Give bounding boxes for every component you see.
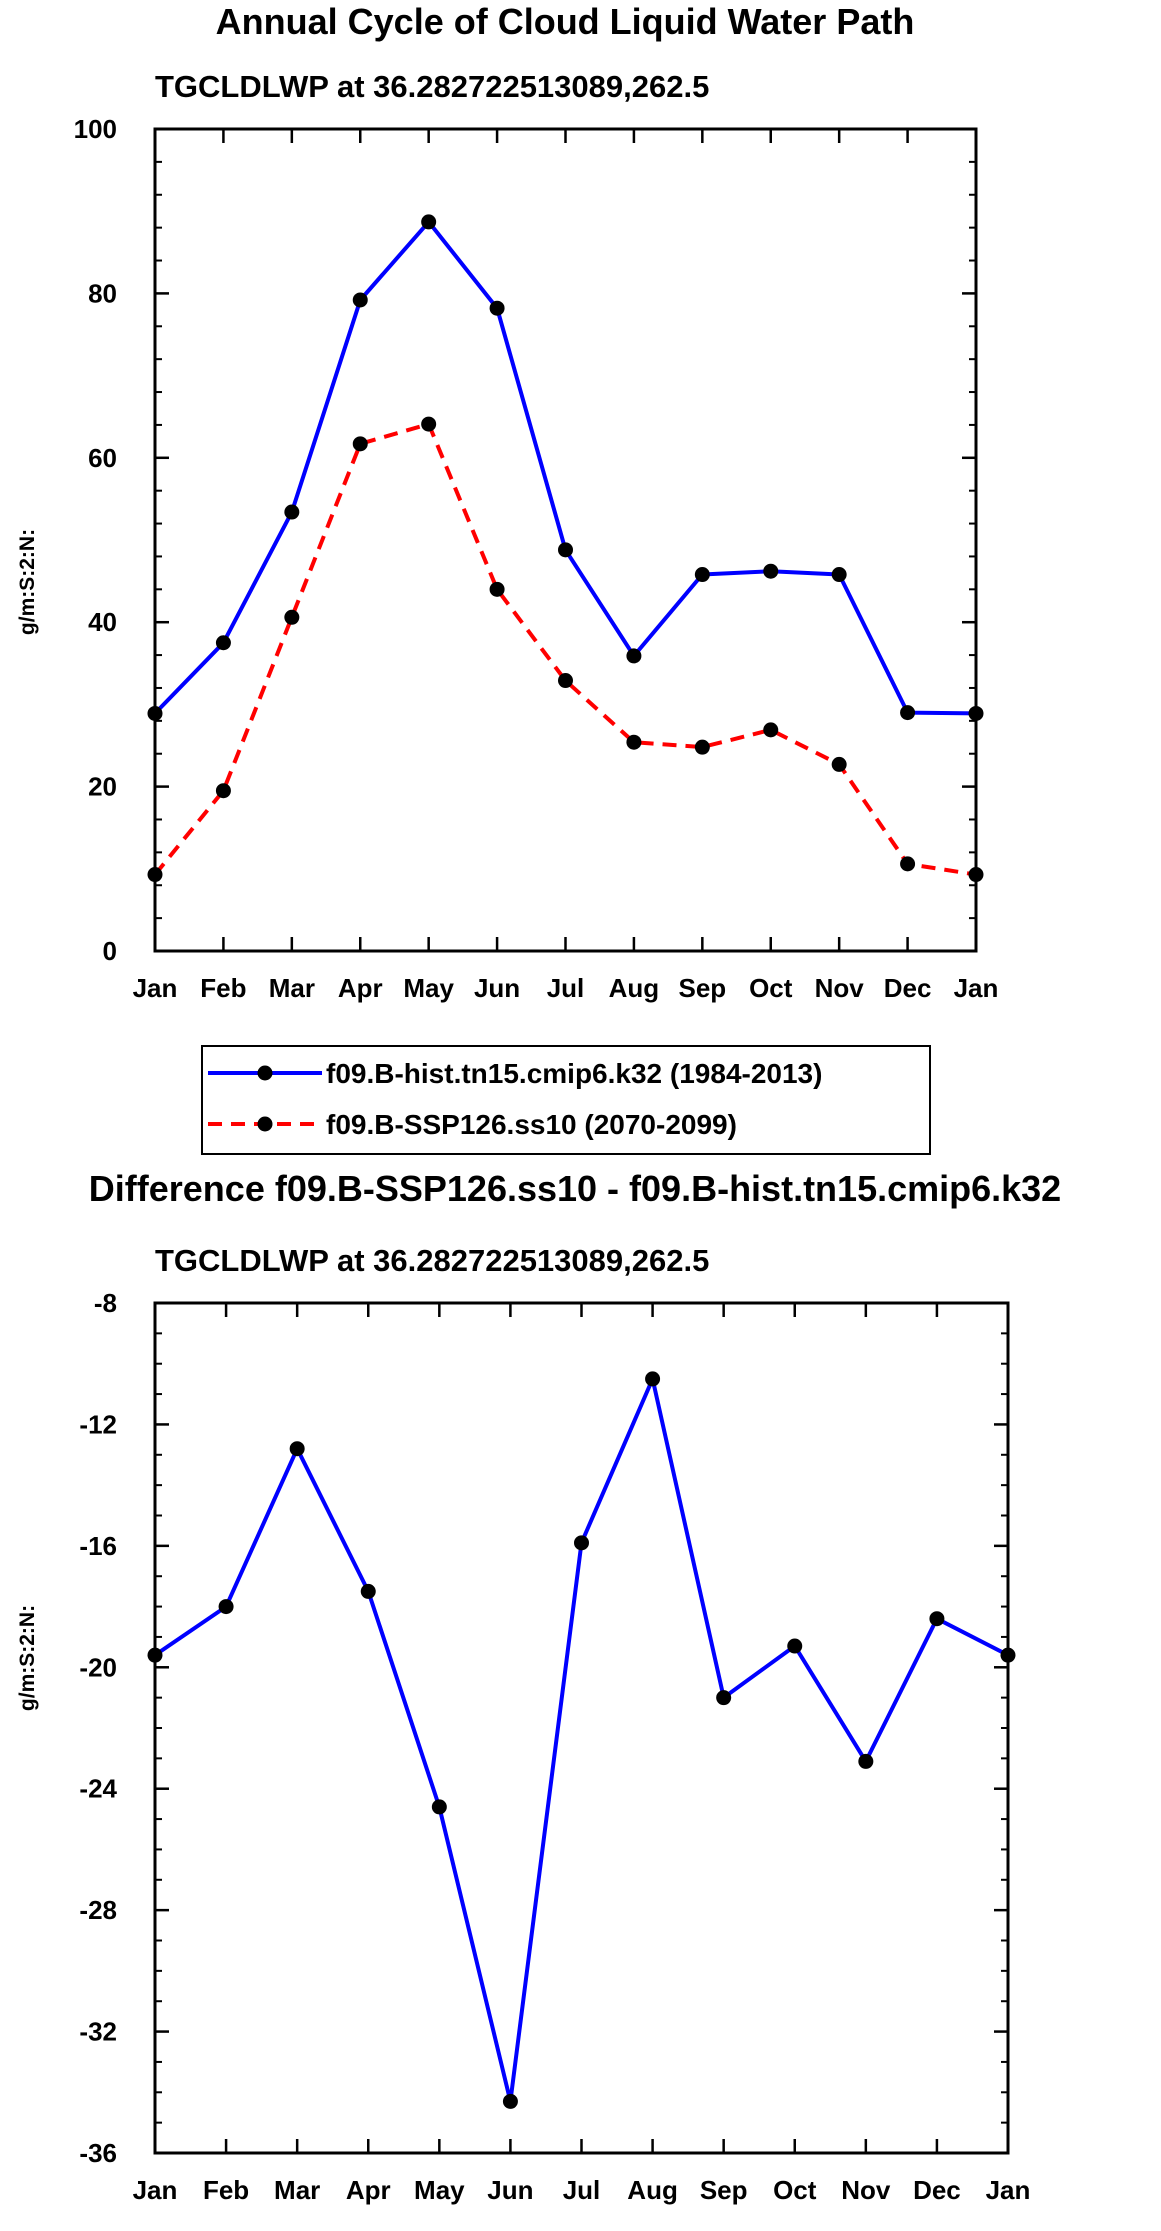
chart1-xtick-label: Aug — [609, 973, 660, 1003]
chart2-ytick-label: -16 — [79, 1531, 117, 1561]
chart2-series-0-point-5 — [502, 2093, 518, 2109]
chart1-series-line-1 — [153, 422, 977, 877]
chart1-series-1-point-5 — [489, 581, 505, 597]
chart2-ytick-label: -28 — [79, 1895, 117, 1925]
chart2-series — [147, 1371, 1016, 2109]
chart1-xtick-label: Sep — [678, 973, 726, 1003]
chart2-subtitle: TGCLDLWP at 36.282722513089,262.5 — [155, 1243, 709, 1278]
chart2-xtick-label: Dec — [913, 2175, 961, 2205]
chart2-xtick-label: Apr — [346, 2175, 391, 2205]
chart2-ytick-label: -24 — [79, 1774, 117, 1804]
chart2-series-line-0 — [153, 1376, 1009, 2104]
chart2-xtick-label: Jun — [487, 2175, 533, 2205]
chart2-ticks: Jan Feb Mar Apr May Jun Jul Aug Sep Oct Nov Dec Jan-… — [79, 1288, 1030, 2205]
legend-label-hist: f09.B-hist.tn15.cmip6.k32 (1984-2013) — [326, 1058, 822, 1089]
chart1-xtick-label: Jan — [133, 973, 178, 1003]
chart2-ytick-label: -36 — [79, 2138, 117, 2168]
legend-marker-ssp — [257, 1116, 273, 1132]
chart1-legend: f09.B-hist.tn15.cmip6.k32 (1984-2013) f0… — [201, 1045, 931, 1155]
chart1-ylabel: g/m:S:2:N: — [16, 529, 39, 635]
chart2-ytick-label: -32 — [79, 2017, 117, 2047]
legend-label-ssp: f09.B-SSP126.ss10 (2070-2099) — [326, 1109, 737, 1140]
chart2-xtick-label: May — [414, 2175, 465, 2205]
chart1-series-1-point-4 — [421, 416, 437, 432]
chart2-title: Difference f09.B-SSP126.ss10 - f09.B-his… — [89, 1168, 1061, 1209]
chart2-xtick-label: Aug — [627, 2175, 678, 2205]
chart1-series-0-point-3 — [352, 292, 368, 308]
chart1-series-1-point-2 — [284, 609, 300, 625]
chart1-xtick-label: Feb — [200, 973, 246, 1003]
chart1-series-1-point-11 — [900, 856, 916, 872]
chart2-ytick-label: -12 — [79, 1409, 117, 1439]
chart1-series-1-point-8 — [694, 739, 710, 755]
legend-box — [201, 1045, 931, 1155]
chart2-series-0-point-6 — [574, 1535, 589, 1551]
chart2-xtick-label: Sep — [700, 2175, 748, 2205]
chart2-series-0-point-1 — [218, 1599, 234, 1615]
chart1-series-1-point-7 — [626, 734, 642, 750]
chart2-series-0-point-11 — [929, 1611, 945, 1627]
chart1-ytick-label: 60 — [88, 443, 117, 473]
chart1-title: Annual Cycle of Cloud Liquid Water Path — [216, 1, 915, 42]
chart1-xtick-label: Mar — [269, 973, 315, 1003]
chart1-xtick-label: Jul — [547, 973, 585, 1003]
chart1-ticks: Jan Feb Mar Apr May Jun Jul Aug Sep Oct Nov Dec Jan 0… — [74, 114, 999, 1003]
chart1-xtick-label: Dec — [884, 973, 932, 1003]
chart2-xtick-label: Feb — [203, 2175, 249, 2205]
chart1-series-0-point-4 — [421, 214, 437, 230]
chart1-series-1-point-3 — [352, 436, 368, 452]
chart1-series-1-point-9 — [763, 722, 779, 738]
chart1-xtick-label: Nov — [815, 973, 865, 1003]
chart1-xtick-label: Jun — [474, 973, 520, 1003]
chart1-series-0-point-2 — [284, 504, 300, 520]
chart1-ytick-label: 40 — [88, 607, 117, 637]
chart2-xtick-label: Jul — [563, 2175, 601, 2205]
chart2-plot-frame — [153, 1301, 1010, 2155]
chart2-series-0-point-8 — [716, 1690, 732, 1706]
chart2-series-0-point-4 — [431, 1799, 447, 1815]
chart2-xtick-label: Nov — [841, 2175, 891, 2205]
chart1-ytick-label: 100 — [74, 114, 117, 144]
chart1-xtick-label: Jan — [954, 973, 999, 1003]
chart1-series-0-point-9 — [763, 563, 779, 579]
chart1-series-0-point-10 — [831, 567, 847, 583]
chart2-series-0-point-9 — [787, 1638, 803, 1654]
chart1-ytick-label: 20 — [88, 772, 117, 802]
chart1-series-0-point-8 — [694, 567, 710, 583]
chart1-ytick-label: 80 — [88, 278, 117, 308]
chart1-subtitle: TGCLDLWP at 36.282722513089,262.5 — [155, 69, 709, 104]
chart1-series-0-point-5 — [489, 300, 505, 316]
chart1-series-1-point-1 — [215, 783, 231, 799]
chart1-series-0-point-7 — [626, 648, 642, 664]
chart1-series-0-point-1 — [215, 635, 231, 651]
chart1-series — [147, 214, 984, 883]
chart1-series-1-point-10 — [831, 756, 847, 772]
chart2-ytick-label: -20 — [79, 1652, 117, 1682]
chart2-series-0-point-2 — [289, 1441, 305, 1457]
chart2-xtick-label: Oct — [773, 2175, 817, 2205]
chart2-xtick-label: Jan — [986, 2175, 1031, 2205]
chart2-series-0-point-10 — [858, 1753, 874, 1769]
legend-marker-hist — [257, 1065, 273, 1081]
chart1-xtick-label: May — [403, 973, 454, 1003]
chart1-series-line-0 — [153, 219, 977, 716]
chart2-xtick-label: Mar — [274, 2175, 320, 2205]
chart1-series-0-point-6 — [558, 542, 573, 558]
chart1-series-1-point-6 — [558, 673, 573, 689]
chart1-xtick-label: Apr — [338, 973, 383, 1003]
chart2-ylabel: g/m:S:2:N: — [16, 1605, 39, 1711]
chart2-series-0-point-3 — [360, 1583, 376, 1599]
chart2-series-0-point-7 — [645, 1371, 661, 1387]
chart1-plot-frame — [153, 127, 978, 953]
chart1-ytick-label: 0 — [103, 936, 117, 966]
chart1-xtick-label: Oct — [749, 973, 793, 1003]
chart2-ytick-label: -8 — [94, 1288, 117, 1318]
chart1-series-0-point-11 — [900, 705, 916, 721]
chart2-xtick-label: Jan — [133, 2175, 178, 2205]
